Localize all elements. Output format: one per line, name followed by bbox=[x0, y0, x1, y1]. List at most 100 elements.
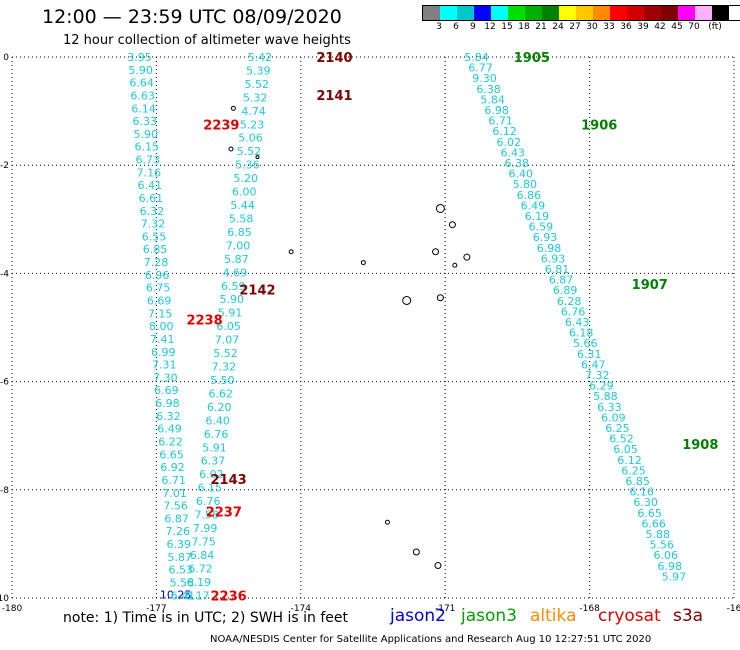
wave-height-value: 6.15 bbox=[135, 141, 160, 154]
colorbar-label: 45 bbox=[671, 22, 683, 32]
track-time-label: 2140 bbox=[316, 51, 352, 66]
colorbar-swatch bbox=[525, 6, 542, 20]
wave-height-value: 7.00 bbox=[226, 239, 251, 252]
wave-height-value: 6.72 bbox=[188, 562, 213, 575]
wave-height-value: 6.87 bbox=[549, 274, 574, 287]
island-outline bbox=[435, 203, 445, 213]
wave-height-value: 6.52 bbox=[609, 433, 634, 446]
track-time-label: 2236 bbox=[211, 589, 247, 604]
wave-height-value: 7.32 bbox=[212, 361, 237, 374]
colorbar-swatch bbox=[695, 6, 712, 20]
island-outline bbox=[432, 248, 440, 256]
wave-height-value: 6.40 bbox=[205, 414, 230, 427]
wave-height-value: 6.09 bbox=[601, 411, 626, 424]
wave-height-value: 6.40 bbox=[509, 168, 534, 181]
wave-height-value: 6.16 bbox=[629, 486, 654, 499]
wave-height-value: 5.87 bbox=[168, 551, 193, 564]
wave-height-value: 6.73 bbox=[136, 154, 161, 167]
wave-height-value: 6.02 bbox=[199, 468, 224, 481]
wave-height-value: 6.87 bbox=[164, 512, 189, 525]
x-tick-label: -171 bbox=[435, 604, 455, 614]
wave-height-value: 6.93 bbox=[541, 252, 566, 265]
colorbar-label: (ft) bbox=[708, 22, 722, 32]
wave-height-value: 6.85 bbox=[625, 475, 650, 488]
colorbar-label: 9 bbox=[470, 22, 476, 32]
wave-height-value: 6.65 bbox=[637, 507, 662, 520]
colorbar-swatch bbox=[661, 6, 678, 20]
wave-height-value: 7.26 bbox=[165, 525, 190, 538]
track-time-label: 1906 bbox=[581, 119, 617, 134]
wave-height-value: 8.00 bbox=[149, 320, 174, 333]
legend-cryosat: cryosat bbox=[598, 606, 661, 626]
wave-height-value: 6.41 bbox=[138, 179, 163, 192]
wave-height-value: 6.59 bbox=[529, 221, 554, 234]
wave-height-value: 6.65 bbox=[159, 448, 184, 461]
chart-subtitle: 12 hour collection of altimeter wave hei… bbox=[63, 33, 351, 48]
colorbar-swatch bbox=[644, 6, 661, 20]
wave-height-value: 9.30 bbox=[472, 72, 497, 85]
wave-height-value: 5.91 bbox=[218, 307, 243, 320]
colorbar-swatch bbox=[576, 6, 593, 20]
wave-height-value: 5.90 bbox=[133, 128, 158, 141]
wave-height-value: 5.23 bbox=[240, 118, 265, 131]
wave-height-value: 6.77 bbox=[468, 62, 493, 75]
wave-height-value: 6.18 bbox=[569, 327, 594, 340]
wave-height-value: 6.00 bbox=[232, 186, 257, 199]
credit-line: NOAA/NESDIS Center for Satellite Applica… bbox=[210, 634, 652, 645]
colorbar-swatch bbox=[678, 6, 695, 20]
wave-height-value: 6.98 bbox=[537, 242, 562, 255]
colorbar-label: 6 bbox=[453, 22, 459, 32]
wave-height-value: 7.58 bbox=[194, 509, 219, 522]
colorbar-swatch bbox=[457, 6, 474, 20]
wave-height-value: 6.28 bbox=[557, 295, 582, 308]
wave-height-value: 6.69 bbox=[154, 384, 179, 397]
wave-height-value: 5.20 bbox=[234, 172, 259, 185]
wave-height-value: 6.71 bbox=[161, 474, 186, 487]
wave-height-value: 6.05 bbox=[216, 320, 241, 333]
track-time-label: 2239 bbox=[203, 119, 239, 134]
legend-jason3: jason3 bbox=[461, 606, 517, 626]
wave-height-value: 5.39 bbox=[246, 64, 271, 77]
wave-height-value: 7.30 bbox=[153, 371, 178, 384]
wave-height-value: 6.43 bbox=[500, 146, 525, 159]
wave-height-value: 6.76 bbox=[561, 305, 586, 318]
wave-height-value: 5.52 bbox=[213, 347, 238, 360]
wave-height-value: 6.49 bbox=[521, 199, 546, 212]
wave-height-value: 6.37 bbox=[201, 455, 226, 468]
wave-height-value: 5.42 bbox=[248, 51, 273, 64]
track-time-label: 2143 bbox=[211, 473, 247, 488]
wave-height-value: 5.97 bbox=[662, 570, 687, 583]
wave-height-value: 6.05 bbox=[613, 443, 638, 456]
track-time-label: 2237 bbox=[206, 505, 242, 520]
colorbar-label: 12 bbox=[484, 22, 496, 32]
colorbar-swatch bbox=[627, 6, 644, 20]
wave-height-value: 6.31 bbox=[577, 348, 602, 361]
y-tick-label: -10 bbox=[0, 594, 9, 604]
wave-height-value: 5.36 bbox=[235, 159, 260, 172]
wave-height-value: 6.25 bbox=[605, 422, 630, 435]
colorbar-swatch bbox=[423, 6, 440, 20]
colorbar-swatch bbox=[508, 6, 525, 20]
wave-height-value: 6.99 bbox=[151, 346, 176, 359]
wave-height-value: 6.12 bbox=[617, 454, 642, 467]
colorbar-label: 70 bbox=[688, 22, 700, 32]
wave-height-value: 6.53 bbox=[169, 564, 194, 577]
wave-height-value: 6.76 bbox=[196, 495, 221, 508]
wave-height-value: 5.52 bbox=[245, 78, 270, 91]
colorbar-label: 24 bbox=[552, 22, 564, 32]
wave-height-value: 7.32 bbox=[585, 369, 610, 382]
y-tick-label: 0 bbox=[3, 53, 9, 63]
colorbar-swatch bbox=[559, 6, 576, 20]
x-tick-label: -177 bbox=[146, 604, 166, 614]
track-time-label: 2142 bbox=[239, 284, 275, 299]
wave-height-value: 6.32 bbox=[140, 205, 165, 218]
wave-height-value: 5.91 bbox=[202, 441, 227, 454]
colorbar-swatch bbox=[474, 6, 491, 20]
wave-height-value: 7.56 bbox=[163, 500, 188, 513]
wave-height-value: 5.58 bbox=[170, 576, 195, 589]
wave-height-value: 4.74 bbox=[241, 105, 266, 118]
island-outline bbox=[448, 221, 456, 229]
wave-height-value: 6.63 bbox=[130, 89, 155, 102]
x-tick-label: -180 bbox=[2, 604, 23, 614]
colorbar-swatch bbox=[440, 6, 457, 20]
